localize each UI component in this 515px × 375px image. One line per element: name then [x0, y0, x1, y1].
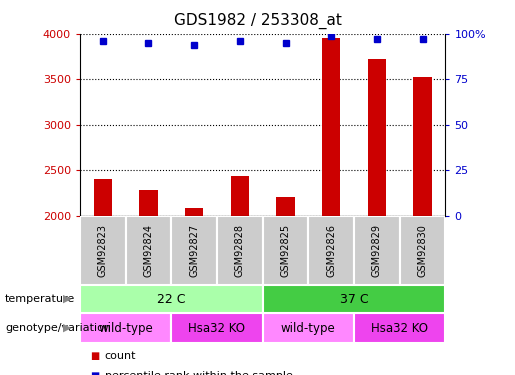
Bar [126, 216, 171, 285]
Bar [400, 216, 445, 285]
Bar [414, 77, 432, 216]
Text: percentile rank within the sample: percentile rank within the sample [105, 371, 293, 375]
Text: GSM92828: GSM92828 [235, 224, 245, 277]
Bar [185, 209, 203, 216]
Text: ■: ■ [90, 351, 99, 361]
Bar [308, 216, 354, 285]
Text: genotype/variation: genotype/variation [5, 323, 111, 333]
Bar [322, 38, 340, 216]
Bar [171, 216, 217, 285]
Text: wild-type: wild-type [281, 322, 336, 334]
Text: ■: ■ [90, 371, 99, 375]
Text: wild-type: wild-type [98, 322, 153, 334]
Bar [217, 216, 263, 285]
Bar [139, 190, 158, 216]
Text: GDS1982 / 253308_at: GDS1982 / 253308_at [174, 13, 341, 29]
Bar [354, 216, 400, 285]
Text: GSM92830: GSM92830 [418, 224, 427, 277]
Bar [263, 313, 354, 343]
Text: Hsa32 KO: Hsa32 KO [188, 322, 246, 334]
Text: GSM92823: GSM92823 [98, 224, 108, 277]
Text: count: count [105, 351, 136, 361]
Text: GSM92824: GSM92824 [143, 224, 153, 277]
Bar [263, 285, 445, 313]
Bar [80, 313, 171, 343]
Bar [171, 313, 263, 343]
Text: GSM92825: GSM92825 [281, 224, 290, 277]
Text: GSM92827: GSM92827 [189, 224, 199, 277]
Text: 37 C: 37 C [340, 292, 368, 306]
Bar [354, 313, 445, 343]
Text: ▶: ▶ [63, 323, 71, 333]
Bar [80, 285, 263, 313]
Text: temperature: temperature [5, 294, 75, 304]
Bar [94, 179, 112, 216]
Text: 22 C: 22 C [157, 292, 185, 306]
Text: GSM92829: GSM92829 [372, 224, 382, 277]
Text: ▶: ▶ [63, 294, 71, 304]
Text: GSM92826: GSM92826 [326, 224, 336, 277]
Bar [277, 196, 295, 216]
Bar [80, 216, 126, 285]
Bar [263, 216, 308, 285]
Bar [368, 59, 386, 216]
Bar [231, 176, 249, 216]
Text: Hsa32 KO: Hsa32 KO [371, 322, 428, 334]
